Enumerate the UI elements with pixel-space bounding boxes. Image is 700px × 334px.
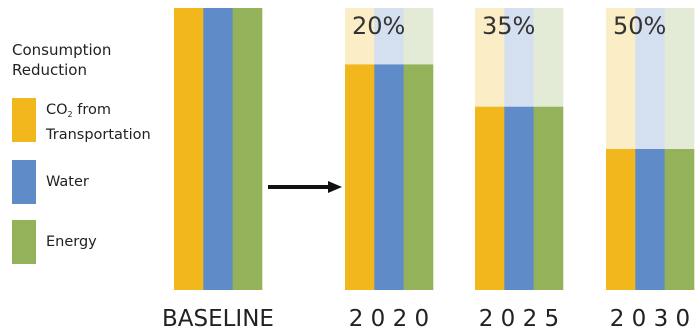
category-label-0: BASELINE [162, 306, 274, 332]
bar-energy-3 [664, 149, 695, 290]
legend-title-line-2: Reduction [12, 61, 87, 79]
reduction-segment-energy-1 [403, 8, 434, 65]
legend-label-water: Water [46, 174, 89, 190]
bar-water-0 [203, 8, 233, 290]
reduction-segment-energy-3 [664, 8, 695, 149]
bar-water-1 [374, 64, 404, 291]
bar-water-2 [504, 106, 534, 290]
legend-item-co2: CO2 from Transportation [12, 98, 192, 145]
bar-co2-2 [475, 106, 505, 290]
reduction-segment-co2-2 [475, 8, 505, 107]
reduction-segment-energy-2 [533, 8, 564, 107]
reduction-segment-water-1 [374, 8, 404, 65]
arrow-icon [268, 181, 342, 193]
reduction-label-2: 35% [482, 12, 535, 40]
category-label-3: 2 0 3 0 [610, 306, 690, 332]
category-label-1: 2 0 2 0 [349, 306, 429, 332]
legend-item-water: Water [12, 160, 192, 204]
bar-energy-0 [232, 8, 263, 290]
legend-label-co2-line-1: CO2 from [46, 102, 111, 119]
legend-label-co2-line-2: Transportation [46, 127, 151, 143]
reduction-segment-water-2 [504, 8, 534, 107]
legend-swatch-water [12, 160, 36, 204]
legend-swatch-energy [12, 220, 36, 264]
bar-co2-1 [345, 64, 375, 291]
bar-co2-0 [174, 8, 204, 290]
legend-label-co2: CO2 from Transportation [46, 100, 151, 145]
reduction-segment-co2-3 [606, 8, 636, 149]
category-label-2: 2 0 2 5 [479, 306, 559, 332]
bar-co2-3 [606, 149, 636, 290]
reduction-segment-water-3 [635, 8, 665, 149]
bar-energy-1 [403, 64, 434, 291]
reduction-label-1: 20% [352, 12, 405, 40]
reduction-segment-co2-1 [345, 8, 375, 65]
bar-water-3 [635, 149, 665, 290]
legend-label-energy: Energy [46, 234, 97, 250]
legend-title: Consumption Reduction [12, 40, 172, 80]
legend-title-line-1: Consumption [12, 41, 112, 59]
bar-energy-2 [533, 106, 564, 290]
legend-swatch-co2 [12, 98, 36, 142]
legend-item-energy: Energy [12, 220, 192, 264]
reduction-label-3: 50% [613, 12, 666, 40]
